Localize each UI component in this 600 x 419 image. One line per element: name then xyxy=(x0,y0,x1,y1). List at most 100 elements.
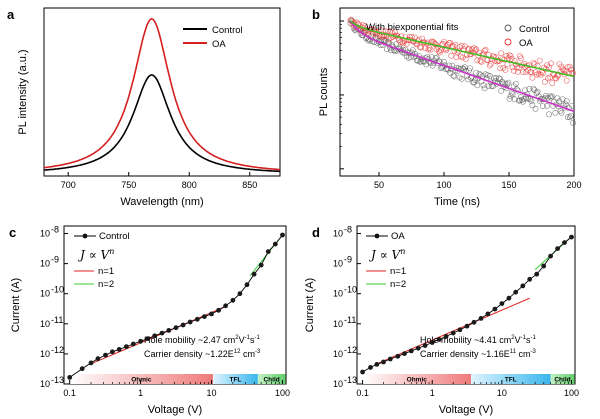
data-point xyxy=(79,366,85,372)
panel-c-legend: Control J ∝ Vn n=1 n=2 xyxy=(74,231,130,290)
data-point xyxy=(471,319,477,325)
data-point-control xyxy=(465,76,471,83)
data-point xyxy=(562,240,567,246)
data-point-oa xyxy=(503,53,510,59)
data-point-oa xyxy=(500,65,507,71)
region-band-tfl xyxy=(213,374,258,384)
data-point-oa xyxy=(392,29,398,36)
data-point-oa xyxy=(422,45,429,52)
y-tick-exponent: -11 xyxy=(344,315,356,325)
x-tick-label: 50 xyxy=(374,180,384,190)
fit-line-oa xyxy=(349,20,575,78)
data-point xyxy=(457,327,463,333)
panel-c-x-label: Voltage (V) xyxy=(148,404,202,416)
x-tick-label: 10 xyxy=(497,388,507,398)
data-point-control xyxy=(544,103,550,109)
legend-label-oa: OA xyxy=(212,39,226,50)
data-point-oa xyxy=(448,52,455,59)
data-point-control xyxy=(481,85,488,92)
x-tick-label: 0.1 xyxy=(63,388,76,398)
y-tick-exponent: -10 xyxy=(51,285,64,295)
x-tick-label: 0.1 xyxy=(356,388,369,398)
panel-c-regions: Ohmic TFL Child xyxy=(69,374,286,384)
data-point-control xyxy=(518,93,524,100)
data-point xyxy=(492,306,498,312)
data-point xyxy=(429,340,435,345)
data-point-control xyxy=(534,88,541,95)
data-point-control xyxy=(548,94,554,101)
data-point-oa xyxy=(513,64,520,71)
data-point xyxy=(443,334,449,339)
panel-a-x-ticks: 700 750 800 850 xyxy=(61,172,257,190)
panel-a-y-label: PL intensity (a.u.) xyxy=(17,49,29,134)
data-point-control xyxy=(552,110,559,116)
data-point-control xyxy=(562,101,569,108)
y-tick-exponent: -8 xyxy=(51,225,59,235)
data-point xyxy=(230,297,236,303)
y-tick-label: 10 xyxy=(333,289,343,299)
legend-marker-data xyxy=(374,233,380,239)
x-tick-label: 1 xyxy=(138,388,143,398)
data-point-control xyxy=(532,105,539,112)
data-point-control xyxy=(450,72,457,79)
data-point xyxy=(237,291,243,297)
region-label-ohmic: Ohmic xyxy=(131,377,152,384)
data-point xyxy=(223,303,229,309)
data-point-control xyxy=(429,62,436,69)
panel-a-frame xyxy=(43,7,281,177)
data-point-control xyxy=(485,83,492,90)
y-tick-label: 10 xyxy=(40,319,50,329)
data-point xyxy=(569,234,574,240)
data-point-control xyxy=(466,67,472,74)
data-point-control xyxy=(488,82,495,89)
x-tick-label: 100 xyxy=(436,180,451,190)
legend-label-n2: n=2 xyxy=(390,279,406,290)
panel-d-y-label: Current (A) xyxy=(304,278,316,332)
data-point xyxy=(180,322,186,328)
data-point-control xyxy=(504,81,511,88)
y-tick-label: 10 xyxy=(40,259,50,269)
data-point-oa xyxy=(507,53,514,59)
relation-label: J ∝ Vn xyxy=(77,247,114,262)
data-point-control xyxy=(499,78,506,85)
x-tick-label: 100 xyxy=(275,388,290,398)
panel-a-legend: Control OA xyxy=(183,25,243,50)
data-point xyxy=(402,351,407,356)
data-point-control xyxy=(529,102,536,109)
data-point-oa xyxy=(462,56,469,62)
data-point-control xyxy=(563,98,570,104)
region-label-child: Child xyxy=(263,377,279,384)
data-point-control xyxy=(559,96,566,103)
panel-c-data xyxy=(67,232,285,380)
fit-line-n1 xyxy=(90,306,225,365)
data-point-control xyxy=(451,73,458,80)
x-tick-label: 100 xyxy=(564,388,579,398)
data-point-control xyxy=(521,95,527,102)
data-point xyxy=(173,325,179,331)
data-point xyxy=(478,316,484,321)
data-point xyxy=(258,262,264,268)
legend-label-n1: n=1 xyxy=(390,266,406,277)
data-point-oa xyxy=(518,55,524,62)
y-tick-label: 10 xyxy=(333,349,343,359)
panel-d-legend: OA J ∝ Vn n=1 n=2 xyxy=(366,231,406,290)
region-band-child xyxy=(257,374,286,384)
data-point-oa xyxy=(553,75,560,82)
data-point-oa xyxy=(441,38,447,45)
data-point-control xyxy=(566,114,573,121)
data-point xyxy=(103,352,108,358)
x-tick-label: 750 xyxy=(121,180,136,190)
data-point xyxy=(88,360,94,366)
data-point-oa xyxy=(527,69,534,76)
data-point-control xyxy=(418,58,424,65)
data-point-control xyxy=(467,65,473,72)
data-point-oa xyxy=(546,64,552,71)
data-point-oa xyxy=(453,54,460,61)
data-point xyxy=(541,263,547,269)
data-point-oa xyxy=(425,46,432,53)
x-tick-label: 150 xyxy=(501,180,516,190)
x-tick-label: 10 xyxy=(207,388,217,398)
panel-b-y-label: PL counts xyxy=(318,67,330,116)
